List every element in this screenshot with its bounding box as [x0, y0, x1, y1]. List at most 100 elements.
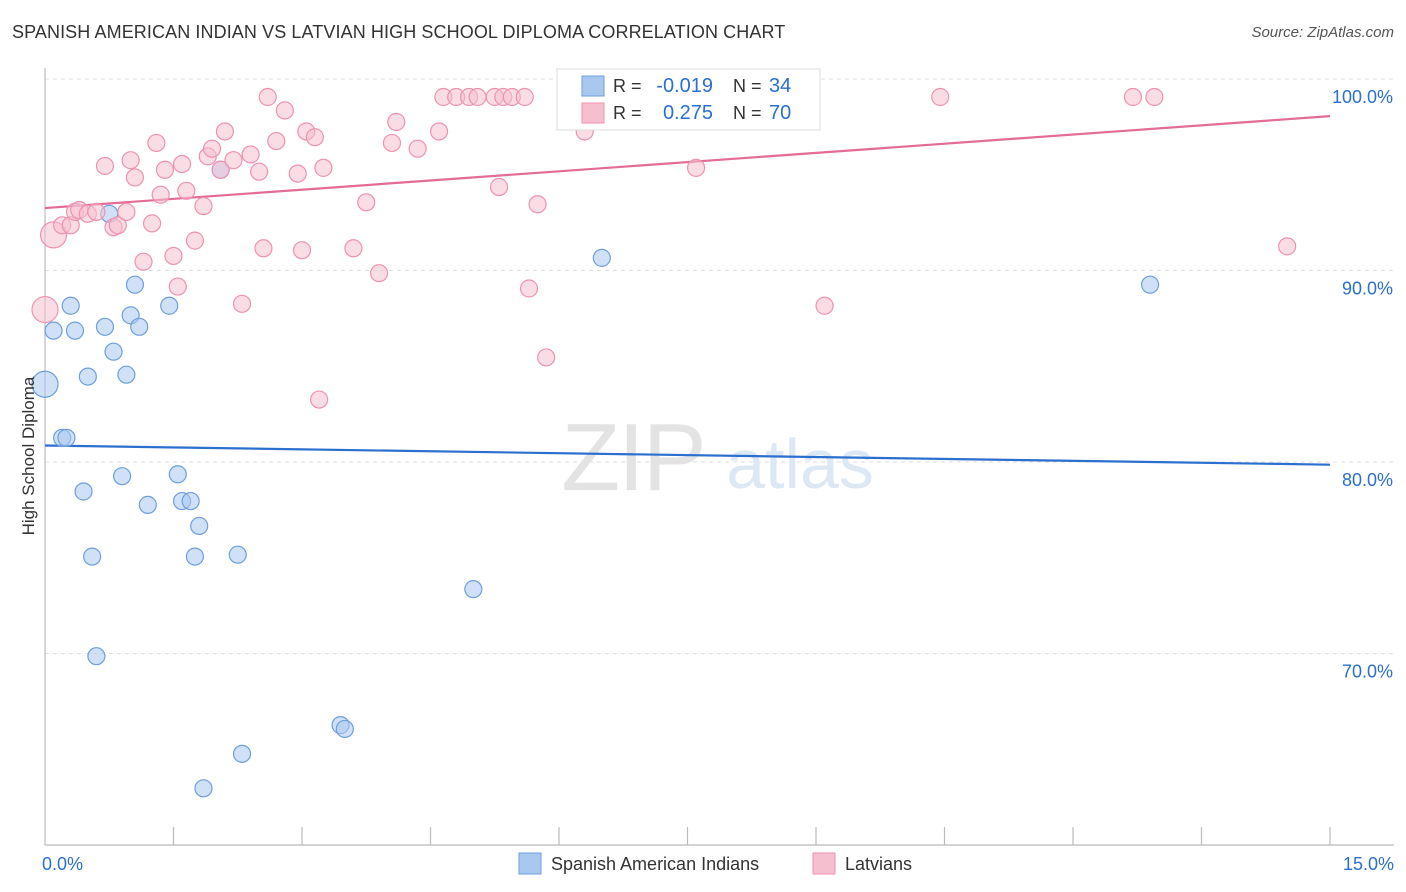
- point-pink: [241, 145, 260, 164]
- point-blue: [592, 248, 611, 267]
- point-pink: [931, 87, 950, 107]
- x-tick-label: 0.0%: [42, 854, 83, 874]
- point-pink: [357, 193, 376, 212]
- point-pink: [31, 295, 59, 324]
- y-tick-label: 70.0%: [1342, 662, 1393, 682]
- point-pink: [515, 87, 534, 107]
- stats-legend: R = -0.019 N = 34 R = 0.275 N = 70: [556, 68, 821, 131]
- point-pink: [314, 158, 333, 177]
- stats-n-label-pink: N =: [733, 103, 762, 123]
- point-blue: [228, 545, 247, 564]
- stats-n-value-blue: 34: [769, 75, 791, 97]
- series-legend-label-pink: Latvians: [845, 854, 912, 874]
- point-blue: [65, 321, 85, 340]
- point-pink: [215, 122, 234, 141]
- point-pink: [1145, 87, 1164, 107]
- point-pink: [117, 202, 136, 221]
- point-pink: [121, 151, 140, 170]
- labels-layer: 100.0% 90.0% 80.0% 70.0% 0.0% 15.0%: [42, 87, 1394, 874]
- point-pink: [489, 177, 509, 197]
- stats-n-value-pink: 70: [769, 102, 791, 124]
- chart-title: SPANISH AMERICAN INDIAN VS LATVIAN HIGH …: [12, 22, 786, 42]
- point-pink: [267, 131, 286, 151]
- stats-legend-swatch-blue: [581, 75, 605, 97]
- point-pink: [168, 277, 187, 296]
- point-blue: [138, 495, 157, 514]
- point-pink: [202, 139, 222, 158]
- point-blue: [57, 428, 76, 447]
- axes-layer: [44, 68, 1394, 846]
- point-pink: [185, 231, 205, 250]
- point-blue: [232, 744, 252, 763]
- point-pink: [537, 348, 556, 367]
- series-legend: Spanish American Indians Latvians: [518, 852, 912, 875]
- point-pink: [155, 160, 175, 179]
- point-blue: [130, 317, 149, 336]
- point-pink: [211, 160, 230, 179]
- point-pink: [387, 112, 406, 131]
- watermark-atlas: atlas: [726, 425, 874, 503]
- point-blue: [168, 465, 187, 484]
- stats-r-label-pink: R =: [613, 103, 642, 123]
- point-blue: [464, 580, 483, 599]
- point-blue: [190, 516, 209, 536]
- point-pink: [142, 214, 162, 233]
- point-pink: [686, 158, 706, 177]
- point-blue: [1140, 275, 1160, 294]
- series-legend-label-blue: Spanish American Indians: [551, 854, 759, 874]
- point-pink: [408, 139, 427, 158]
- point-blue: [160, 296, 179, 315]
- point-blue: [125, 275, 145, 294]
- point-pink: [468, 87, 487, 107]
- point-pink: [344, 239, 363, 258]
- stats-n-label-blue: N =: [733, 76, 762, 96]
- point-blue: [44, 321, 63, 340]
- point-pink: [254, 239, 273, 258]
- series-legend-swatch-blue: [518, 852, 542, 875]
- point-blue: [61, 296, 80, 315]
- point-blue: [181, 491, 200, 511]
- point-pink: [125, 168, 145, 187]
- y-tick-label: 90.0%: [1342, 279, 1393, 299]
- point-pink: [134, 252, 153, 271]
- point-pink: [292, 241, 312, 260]
- point-blue: [112, 467, 132, 486]
- stats-r-value-blue: -0.019: [656, 75, 713, 97]
- trend-layer: [44, 115, 1331, 466]
- point-pink: [528, 195, 547, 214]
- point-blue: [185, 547, 205, 566]
- point-blue: [87, 647, 106, 666]
- point-pink: [382, 133, 402, 153]
- y-tick-label: 100.0%: [1332, 87, 1393, 107]
- point-pink: [275, 101, 294, 120]
- point-pink: [258, 87, 277, 107]
- point-blue: [104, 342, 123, 361]
- point-pink: [172, 154, 192, 174]
- point-blue: [31, 370, 59, 398]
- point-pink: [519, 279, 539, 298]
- point-pink: [87, 202, 106, 221]
- point-blue: [335, 719, 354, 739]
- point-blue: [74, 482, 93, 501]
- point-pink: [429, 122, 449, 141]
- stats-legend-swatch-pink: [581, 102, 605, 124]
- trend-line-pink: [44, 115, 1331, 210]
- points-layer: [31, 87, 1297, 798]
- point-pink: [1278, 237, 1297, 256]
- trend-line-blue: [44, 444, 1331, 466]
- point-pink: [310, 390, 329, 409]
- point-pink: [147, 133, 166, 153]
- point-pink: [164, 246, 183, 266]
- point-blue: [117, 365, 136, 384]
- point-pink: [108, 216, 127, 235]
- y-tick-label: 80.0%: [1342, 470, 1393, 490]
- chart-source: Source: ZipAtlas.com: [1251, 24, 1394, 41]
- x-tick-label: 15.0%: [1343, 854, 1394, 874]
- y-axis-label: High School Diploma: [19, 376, 38, 535]
- point-pink: [224, 151, 243, 170]
- point-pink: [370, 264, 389, 283]
- point-pink: [815, 296, 834, 315]
- point-blue: [78, 367, 97, 386]
- stats-r-value-pink: 0.275: [663, 102, 713, 124]
